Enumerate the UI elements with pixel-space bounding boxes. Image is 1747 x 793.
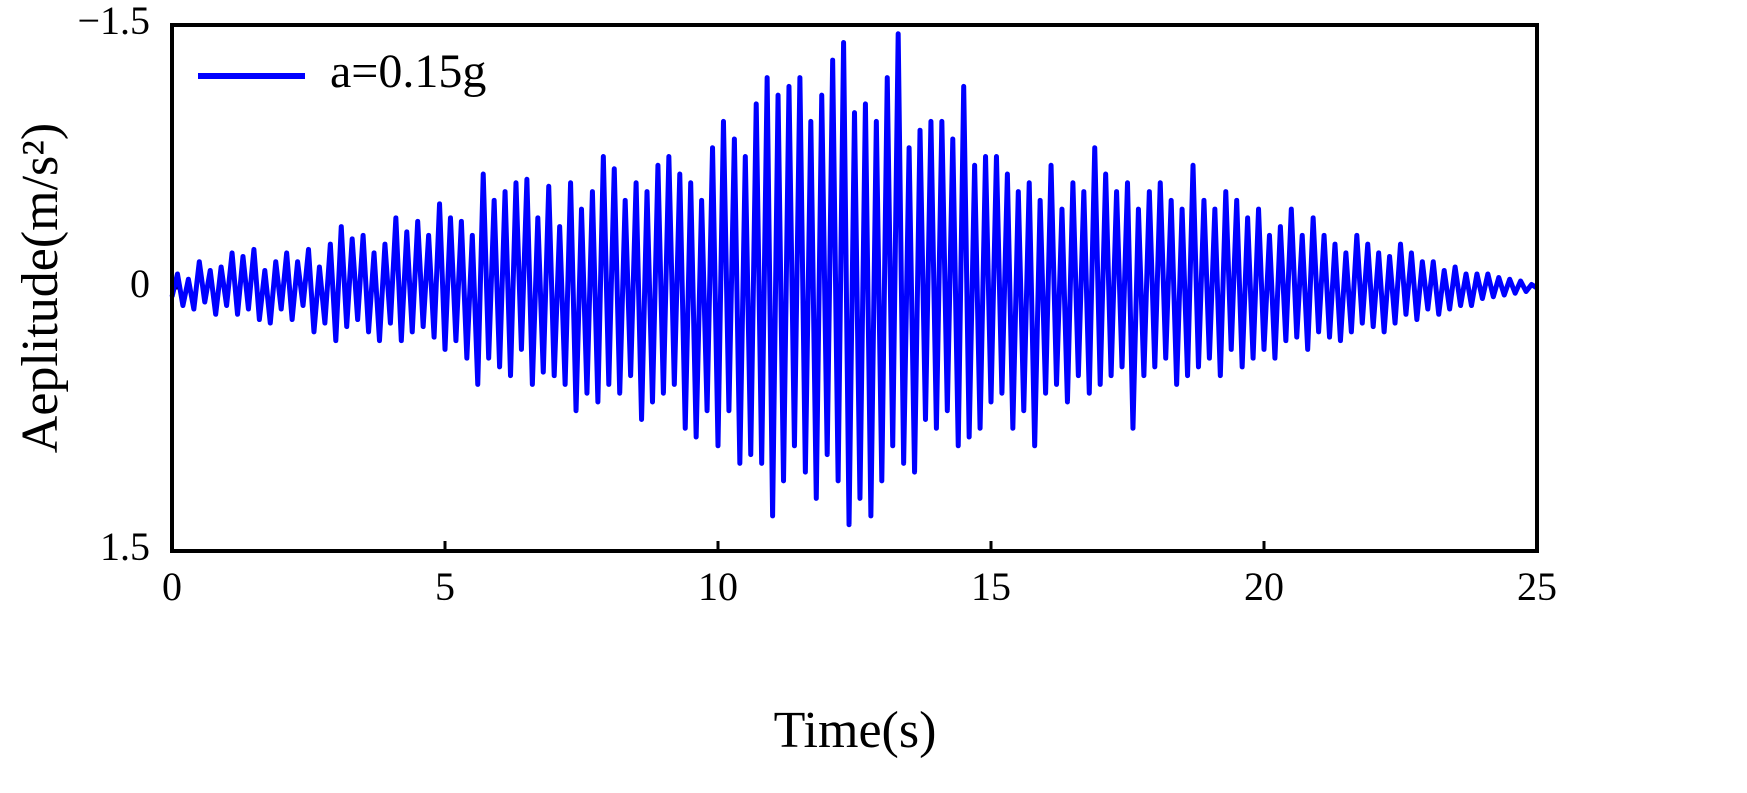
x-tick-label: 15: [971, 564, 1011, 609]
legend-label: a=0.15g: [330, 45, 486, 98]
x-tick-label: 25: [1517, 564, 1557, 609]
plot-frame: [170, 23, 1539, 553]
x-tick-label: 5: [435, 564, 455, 609]
y-tick-label: −1.5: [77, 0, 150, 43]
x-tick-label: 20: [1244, 564, 1284, 609]
x-tick-label: 10: [698, 564, 738, 609]
y-tick-label: 1.5: [100, 524, 150, 569]
x-tick-label: 0: [162, 564, 182, 609]
data-line: [169, 31, 1539, 528]
x-axis-label: Time(s): [774, 702, 937, 759]
y-tick-label: 0: [130, 261, 150, 306]
y-axis-label: Aeplitude(m/s²): [12, 123, 69, 453]
